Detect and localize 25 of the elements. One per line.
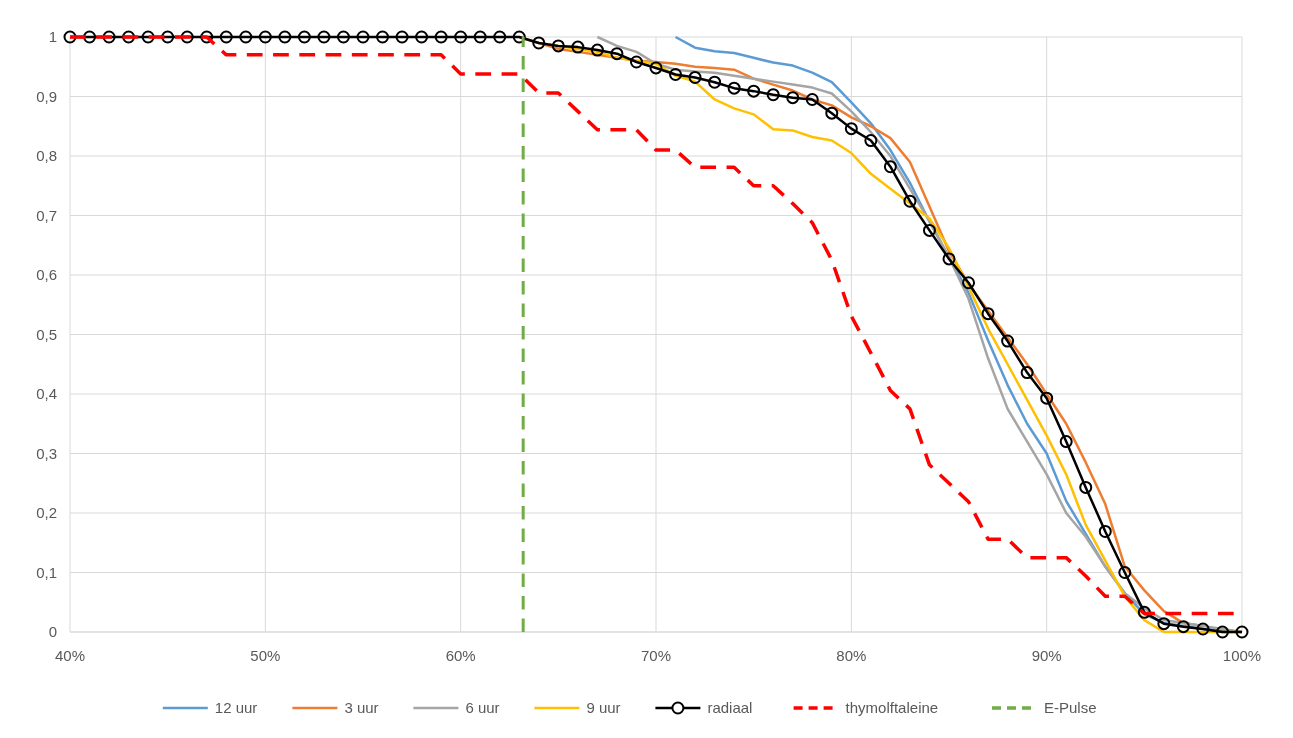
legend-label: 12 uur	[214, 699, 258, 717]
y-tick-label: 0,4	[36, 385, 57, 403]
legend-label: radiaal	[707, 699, 753, 717]
legend-label: E-Pulse	[1044, 699, 1097, 717]
x-tick-label: 60%	[445, 647, 476, 664]
x-tick-label: 90%	[1031, 647, 1062, 664]
legend-label: 6 uur	[465, 699, 500, 717]
y-tick-label: 0	[48, 623, 57, 641]
x-tick-label: 40%	[54, 647, 86, 664]
y-tick-label: 0,2	[36, 504, 57, 522]
y-tick-label: 0,9	[36, 87, 57, 105]
x-tick-label: 50%	[250, 647, 281, 664]
y-tick-label: 0,8	[36, 147, 57, 165]
y-tick-label: 0,6	[36, 266, 57, 284]
x-tick-label: 70%	[640, 647, 672, 664]
y-tick-label: 0,7	[36, 206, 57, 224]
legend-label: thymolftaleine	[845, 699, 939, 717]
y-tick-label: 1	[48, 28, 57, 46]
x-tick-label: 80%	[836, 647, 867, 664]
y-tick-label: 0,5	[36, 325, 57, 343]
legend-label: 3 uur	[344, 699, 379, 717]
x-tick-label: 100%	[1222, 647, 1262, 664]
legend-label: 9 uur	[586, 699, 621, 717]
y-tick-label: 0,3	[36, 444, 57, 462]
y-tick-label: 0,1	[36, 563, 57, 581]
